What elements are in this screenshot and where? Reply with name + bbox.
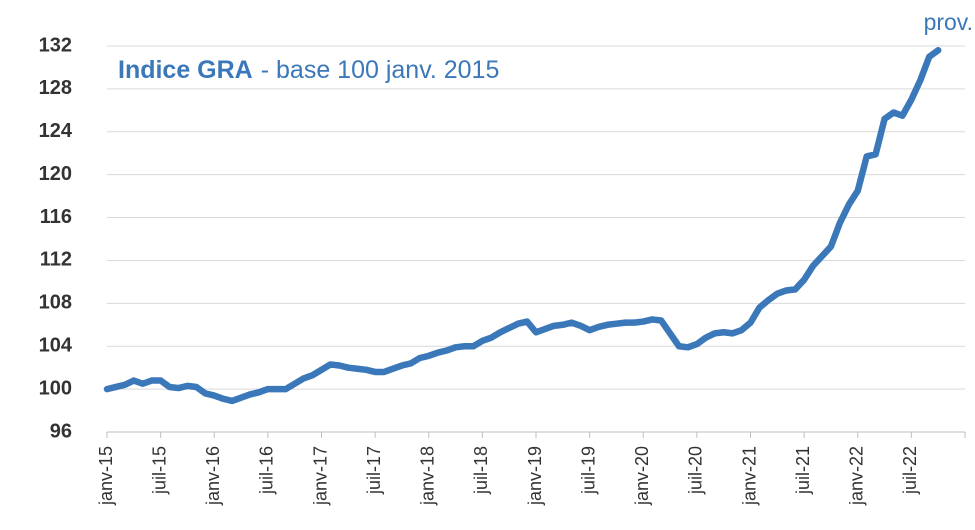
x-tick-label: janv-21 — [739, 446, 759, 506]
y-tick-label: 128 — [39, 77, 72, 99]
y-tick-label: 124 — [39, 120, 73, 142]
x-tick-label: juil-20 — [686, 446, 706, 495]
x-tick-label: janv-18 — [418, 446, 438, 506]
x-tick-label: juil-22 — [900, 446, 920, 495]
x-tick-label: janv-17 — [310, 446, 330, 506]
chart-title-group: Indice GRA - base 100 janv. 2015 — [118, 56, 499, 84]
data-line — [103, 47, 942, 405]
y-tick-label: 96 — [50, 420, 72, 442]
chart-title: Indice GRA — [118, 56, 253, 84]
y-tick-label: 104 — [39, 335, 73, 357]
x-tick-label: juil-18 — [471, 446, 491, 495]
x-tick-label: juil-21 — [793, 446, 813, 495]
x-tick-label: janv-19 — [525, 446, 545, 506]
x-tick-label: juil-17 — [364, 446, 384, 495]
x-tick-label: juil-15 — [149, 446, 169, 495]
x-tick-label: janv-16 — [203, 446, 223, 506]
x-tick-label: juil-19 — [578, 446, 598, 495]
y-tick-label: 108 — [39, 292, 72, 314]
x-tick-label: janv-20 — [632, 446, 652, 506]
y-tick-label: 120 — [39, 163, 72, 185]
y-tick-label: 100 — [39, 377, 72, 399]
y-tick-label: 116 — [40, 206, 72, 228]
annotation: prov. — [924, 9, 973, 35]
x-tick-label: janv-15 — [96, 446, 116, 506]
chart-subtitle: - base 100 janv. 2015 — [261, 56, 500, 84]
y-tick-label: 112 — [40, 249, 72, 271]
x-tick-label: juil-16 — [257, 446, 277, 495]
y-tick-label: 132 — [39, 34, 72, 56]
x-tick-label: janv-22 — [847, 446, 867, 506]
